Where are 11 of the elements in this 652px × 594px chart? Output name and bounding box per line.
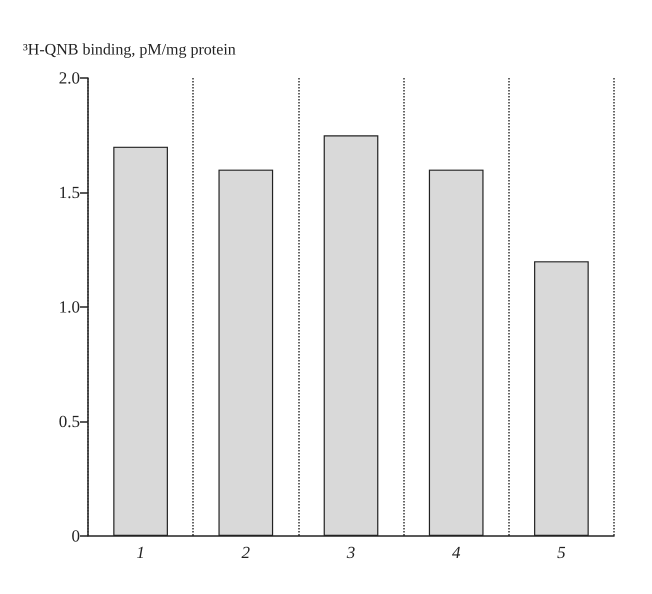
x-tick-label: 3	[346, 543, 356, 562]
y-tick-label: 2.0	[58, 68, 80, 88]
x-tick-label: 5	[557, 543, 566, 562]
y-axis-title: ³H-QNB binding, pM/mg protein	[23, 42, 236, 58]
x-tick-label: 4	[452, 543, 461, 562]
x-tick-label: 1	[136, 543, 145, 562]
x-tick-label: 2	[242, 543, 251, 562]
y-tick-label: 0	[72, 526, 80, 546]
y-tick-label: 1.5	[58, 183, 80, 202]
y-tick-label: 0.5	[58, 412, 80, 431]
y-tick-label: 1.0	[58, 298, 80, 316]
